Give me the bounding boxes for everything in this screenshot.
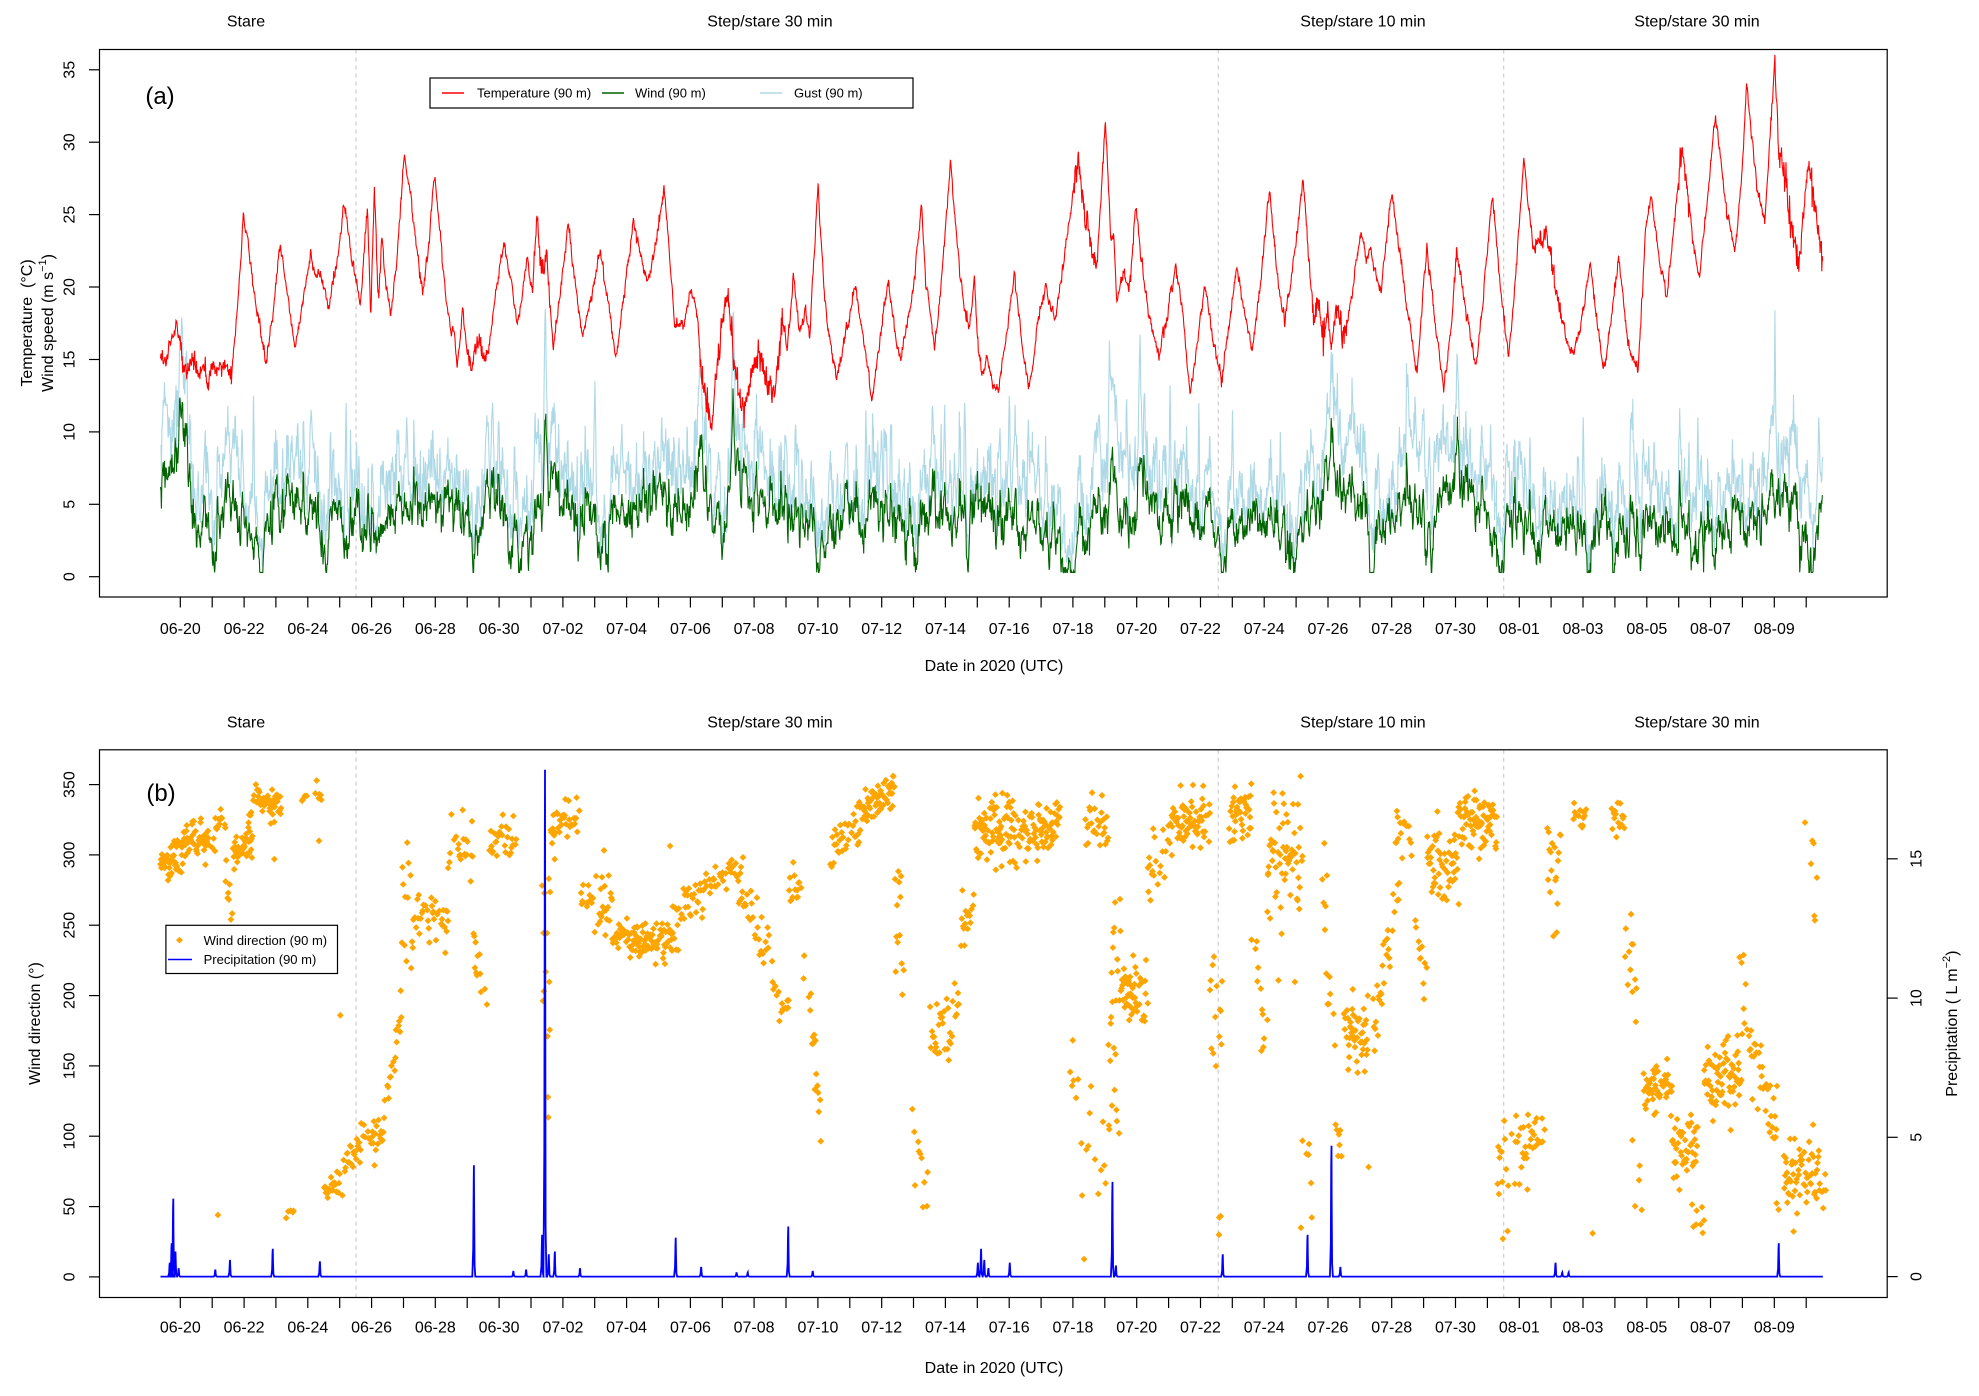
svg-text:08-01: 08-01 bbox=[1499, 621, 1540, 638]
svg-text:Precipitation ( L m−2): Precipitation ( L m−2) bbox=[1941, 950, 1961, 1096]
svg-text:06-20: 06-20 bbox=[160, 1320, 201, 1337]
svg-text:07-14: 07-14 bbox=[925, 621, 966, 638]
svg-text:200: 200 bbox=[62, 982, 79, 1009]
svg-text:300: 300 bbox=[62, 841, 79, 868]
svg-text:Stare: Stare bbox=[227, 14, 265, 31]
svg-text:07-28: 07-28 bbox=[1371, 621, 1412, 638]
svg-text:06-26: 06-26 bbox=[351, 621, 392, 638]
svg-text:07-04: 07-04 bbox=[606, 1320, 647, 1337]
svg-text:06-22: 06-22 bbox=[224, 621, 265, 638]
svg-text:07-30: 07-30 bbox=[1435, 1320, 1476, 1337]
svg-text:30: 30 bbox=[62, 133, 79, 151]
svg-text:07-12: 07-12 bbox=[861, 1320, 902, 1337]
svg-text:Step/stare 30 min: Step/stare 30 min bbox=[1634, 715, 1759, 732]
svg-text:350: 350 bbox=[62, 771, 79, 798]
svg-text:08-07: 08-07 bbox=[1690, 621, 1731, 638]
svg-text:07-24: 07-24 bbox=[1244, 621, 1285, 638]
svg-text:08-07: 08-07 bbox=[1690, 1320, 1731, 1337]
svg-text:06-30: 06-30 bbox=[479, 1320, 520, 1337]
svg-text:06-20: 06-20 bbox=[160, 621, 201, 638]
svg-text:(b): (b) bbox=[146, 780, 175, 807]
svg-text:07-30: 07-30 bbox=[1435, 621, 1476, 638]
svg-text:07-06: 07-06 bbox=[670, 621, 711, 638]
svg-text:Wind direction (90 m): Wind direction (90 m) bbox=[204, 933, 328, 948]
svg-text:07-06: 07-06 bbox=[670, 1320, 711, 1337]
svg-text:Step/stare 30 min: Step/stare 30 min bbox=[707, 14, 832, 31]
svg-text:07-12: 07-12 bbox=[861, 621, 902, 638]
svg-text:5: 5 bbox=[1909, 1133, 1926, 1142]
svg-text:07-20: 07-20 bbox=[1116, 1320, 1157, 1337]
svg-text:15: 15 bbox=[62, 351, 79, 369]
svg-text:07-10: 07-10 bbox=[797, 621, 838, 638]
svg-text:Temperature (°C): Temperature (°C) bbox=[19, 259, 36, 386]
svg-text:07-08: 07-08 bbox=[734, 621, 775, 638]
svg-text:08-09: 08-09 bbox=[1754, 1320, 1795, 1337]
svg-text:07-18: 07-18 bbox=[1052, 1320, 1093, 1337]
svg-text:Precipitation (90 m): Precipitation (90 m) bbox=[204, 952, 317, 967]
svg-text:07-18: 07-18 bbox=[1052, 621, 1093, 638]
svg-text:0: 0 bbox=[62, 572, 79, 581]
svg-text:10: 10 bbox=[1909, 989, 1926, 1007]
svg-text:(a): (a) bbox=[145, 83, 174, 110]
svg-text:Temperature (90 m): Temperature (90 m) bbox=[477, 86, 591, 101]
svg-text:25: 25 bbox=[62, 206, 79, 224]
svg-text:100: 100 bbox=[62, 1123, 79, 1150]
svg-text:08-05: 08-05 bbox=[1626, 621, 1667, 638]
svg-text:06-22: 06-22 bbox=[224, 1320, 265, 1337]
svg-text:10: 10 bbox=[62, 423, 79, 441]
svg-text:50: 50 bbox=[62, 1198, 79, 1216]
svg-text:08-03: 08-03 bbox=[1563, 621, 1604, 638]
svg-text:08-09: 08-09 bbox=[1754, 621, 1795, 638]
svg-text:07-20: 07-20 bbox=[1116, 621, 1157, 638]
svg-text:07-22: 07-22 bbox=[1180, 1320, 1221, 1337]
svg-text:07-08: 07-08 bbox=[734, 1320, 775, 1337]
svg-text:250: 250 bbox=[62, 912, 79, 939]
svg-text:06-28: 06-28 bbox=[415, 621, 456, 638]
svg-text:Step/stare 30 min: Step/stare 30 min bbox=[1634, 14, 1759, 31]
svg-text:07-16: 07-16 bbox=[989, 1320, 1030, 1337]
svg-text:Gust (90 m): Gust (90 m) bbox=[794, 86, 863, 101]
svg-text:Wind (90 m): Wind (90 m) bbox=[635, 86, 706, 101]
svg-text:20: 20 bbox=[62, 278, 79, 296]
svg-text:Wind speed (m s−1): Wind speed (m s−1) bbox=[37, 254, 57, 392]
svg-text:06-24: 06-24 bbox=[287, 621, 328, 638]
svg-text:07-10: 07-10 bbox=[797, 1320, 838, 1337]
svg-text:Step/stare 10 min: Step/stare 10 min bbox=[1300, 715, 1425, 732]
svg-text:15: 15 bbox=[1909, 850, 1926, 868]
svg-text:07-28: 07-28 bbox=[1371, 1320, 1412, 1337]
svg-text:08-01: 08-01 bbox=[1499, 1320, 1540, 1337]
svg-text:07-16: 07-16 bbox=[989, 621, 1030, 638]
svg-text:Step/stare 30 min: Step/stare 30 min bbox=[707, 715, 832, 732]
svg-text:Date in 2020 (UTC): Date in 2020 (UTC) bbox=[925, 1360, 1064, 1377]
svg-text:Date in 2020 (UTC): Date in 2020 (UTC) bbox=[925, 658, 1064, 675]
svg-text:08-05: 08-05 bbox=[1626, 1320, 1667, 1337]
svg-text:08-03: 08-03 bbox=[1563, 1320, 1604, 1337]
svg-text:0: 0 bbox=[62, 1272, 79, 1281]
svg-text:06-24: 06-24 bbox=[287, 1320, 328, 1337]
svg-text:07-26: 07-26 bbox=[1308, 621, 1349, 638]
svg-text:07-22: 07-22 bbox=[1180, 621, 1221, 638]
svg-text:5: 5 bbox=[62, 500, 79, 509]
svg-text:35: 35 bbox=[62, 61, 79, 79]
svg-text:07-02: 07-02 bbox=[542, 621, 583, 638]
svg-text:06-30: 06-30 bbox=[479, 621, 520, 638]
svg-text:Stare: Stare bbox=[227, 715, 265, 732]
svg-text:06-26: 06-26 bbox=[351, 1320, 392, 1337]
svg-text:150: 150 bbox=[62, 1052, 79, 1079]
svg-text:07-14: 07-14 bbox=[925, 1320, 966, 1337]
svg-text:Step/stare 10 min: Step/stare 10 min bbox=[1300, 14, 1425, 31]
svg-text:Wind direction (°): Wind direction (°) bbox=[27, 962, 44, 1085]
svg-text:07-24: 07-24 bbox=[1244, 1320, 1285, 1337]
svg-text:07-26: 07-26 bbox=[1308, 1320, 1349, 1337]
svg-text:0: 0 bbox=[1909, 1272, 1926, 1281]
svg-text:06-28: 06-28 bbox=[415, 1320, 456, 1337]
svg-text:07-04: 07-04 bbox=[606, 621, 647, 638]
svg-text:07-02: 07-02 bbox=[542, 1320, 583, 1337]
